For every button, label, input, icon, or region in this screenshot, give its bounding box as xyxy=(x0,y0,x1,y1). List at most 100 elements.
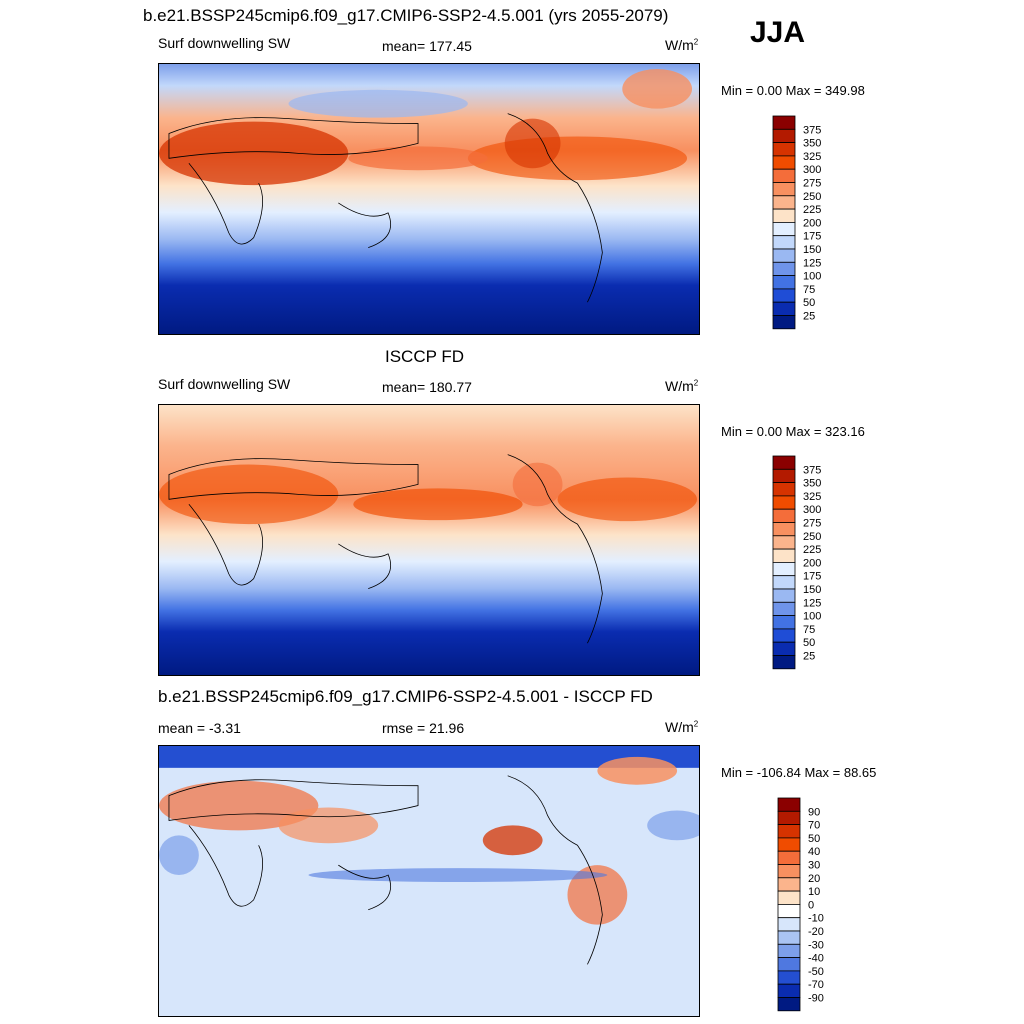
colorbar-tick-label: 200 xyxy=(803,217,821,229)
colorbar-swatch xyxy=(777,930,801,945)
panel3-title: b.e21.BSSP245cmip6.f09_g17.CMIP6-SSP2-4.… xyxy=(158,687,653,706)
panel3-units: W/m2 xyxy=(665,719,699,735)
colorbar-swatch xyxy=(777,890,801,905)
colorbar-tick-label: 250 xyxy=(803,531,821,543)
colorbar-swatch xyxy=(777,983,801,998)
colorbar-tick-label: 50 xyxy=(803,637,815,649)
panel2-title: ISCCP FD xyxy=(385,347,465,366)
colorbar-tick-label: 300 xyxy=(803,164,821,176)
colorbar-tick-label: 25 xyxy=(803,651,815,663)
panel3-minmax: Min = -106.84 Max = 88.65 xyxy=(721,765,877,780)
colorbar-swatch xyxy=(772,261,796,277)
colorbar-swatch xyxy=(777,904,801,919)
colorbar-tick-label: 325 xyxy=(803,151,821,163)
colorbar-swatch xyxy=(772,115,796,130)
colorbar-swatch xyxy=(772,562,796,577)
panel2-map xyxy=(158,404,700,676)
colorbar-tick-label: 25 xyxy=(803,311,815,323)
colorbar-swatch xyxy=(772,522,796,537)
colorbar-swatch xyxy=(772,628,796,643)
panel1-mean-label: mean= 177.45 xyxy=(382,38,472,54)
colorbar-swatch xyxy=(772,182,796,197)
colorbar-tick-label: -70 xyxy=(808,979,824,991)
colorbar-swatch xyxy=(772,575,796,590)
panel1-units: W/m2 xyxy=(665,37,699,53)
colorbar-swatch xyxy=(777,810,801,826)
colorbar-swatch xyxy=(777,864,801,879)
colorbar-tick-label: 90 xyxy=(808,806,820,818)
panel3-rmse-label: rmse = 21.96 xyxy=(382,720,465,736)
colorbar-swatch xyxy=(772,208,796,223)
colorbar-swatch xyxy=(772,301,796,316)
colorbar-swatch xyxy=(772,508,796,523)
colorbar-swatch xyxy=(772,235,796,250)
colorbar-tick-label: 30 xyxy=(808,860,820,872)
colorbar-tick-label: 250 xyxy=(803,191,821,203)
colorbar-swatch xyxy=(772,548,796,563)
colorbar-tick-label: 275 xyxy=(803,178,821,190)
colorbar-swatch xyxy=(777,850,801,865)
colorbar-swatch xyxy=(772,248,796,263)
panel1-title: b.e21.BSSP245cmip6.f09_g17.CMIP6-SSP2-4.… xyxy=(143,6,669,25)
colorbar-tick-label: 125 xyxy=(803,257,821,269)
colorbar-tick-label: 375 xyxy=(803,464,821,476)
colorbar-tick-label: -50 xyxy=(808,966,824,978)
panel3-mean-label: mean = -3.31 xyxy=(158,720,241,736)
colorbar-swatch xyxy=(772,615,796,630)
season-label: JJA xyxy=(750,16,806,49)
colorbar-swatch xyxy=(772,315,796,330)
colorbar-swatch xyxy=(772,482,796,497)
colorbar-tick-label: -40 xyxy=(808,953,824,965)
colorbar-swatch xyxy=(772,142,796,157)
colorbar-tick-label: 50 xyxy=(803,297,815,309)
colorbar-swatch xyxy=(772,455,796,470)
colorbar-tick-label: 300 xyxy=(803,504,821,516)
colorbar-swatch xyxy=(772,288,796,303)
colorbar-swatch xyxy=(777,917,801,932)
colorbar-tick-label: 200 xyxy=(803,557,821,569)
colorbar-swatch xyxy=(777,837,801,852)
colorbar-tick-label: 225 xyxy=(803,204,821,216)
panel2-minmax: Min = 0.00 Max = 323.16 xyxy=(721,424,865,439)
colorbar-swatch xyxy=(772,495,796,510)
colorbar-tick-label: 0 xyxy=(808,899,814,911)
colorbar-swatch xyxy=(772,222,796,237)
colorbar-tick-label: 150 xyxy=(803,584,821,596)
colorbar-swatch xyxy=(777,970,801,985)
panel1-minmax: Min = 0.00 Max = 349.98 xyxy=(721,83,865,98)
colorbar-swatch xyxy=(772,128,796,144)
colorbar-tick-label: 175 xyxy=(803,571,821,583)
colorbar-swatch xyxy=(772,535,796,550)
colorbar-tick-label: -90 xyxy=(808,993,824,1005)
colorbar-tick-label: -10 xyxy=(808,913,824,925)
colorbar-swatch xyxy=(777,957,801,972)
colorbar-tick-label: 75 xyxy=(803,284,815,296)
colorbar-tick-label: 175 xyxy=(803,231,821,243)
colorbar-swatch xyxy=(772,168,796,183)
panel2-mean-label: mean= 180.77 xyxy=(382,379,472,395)
panel2-colorbar: 375 350 325 300 275 250 225 200 175 150 125 100 75 50… xyxy=(772,455,833,670)
colorbar-tick-label: -20 xyxy=(808,926,824,938)
panel1-colorbar: 375 350 325 300 275 250 225 200 175 150 125 100 75 50… xyxy=(772,115,833,330)
colorbar-swatch xyxy=(777,797,801,812)
colorbar-swatch xyxy=(777,877,801,892)
colorbar-tick-label: 100 xyxy=(803,611,821,623)
panel3-map xyxy=(158,745,700,1017)
colorbar-tick-label: 350 xyxy=(803,478,821,490)
panel2-variable-label: Surf downwelling SW xyxy=(158,376,291,392)
colorbar-tick-label: 20 xyxy=(808,873,820,885)
colorbar-swatch xyxy=(772,641,796,656)
colorbar-swatch xyxy=(772,601,796,617)
colorbar-swatch xyxy=(772,468,796,484)
colorbar-tick-label: 375 xyxy=(803,124,821,136)
colorbar-tick-label: 50 xyxy=(808,833,820,845)
colorbar-swatch xyxy=(777,943,801,959)
colorbar-swatch xyxy=(772,275,796,290)
panel1-map xyxy=(158,63,700,335)
colorbar-swatch xyxy=(772,655,796,670)
colorbar-tick-label: 10 xyxy=(808,886,820,898)
colorbar-swatch xyxy=(772,155,796,170)
colorbar-tick-label: 225 xyxy=(803,544,821,556)
colorbar-swatch xyxy=(772,195,796,210)
colorbar-tick-label: 75 xyxy=(803,624,815,636)
